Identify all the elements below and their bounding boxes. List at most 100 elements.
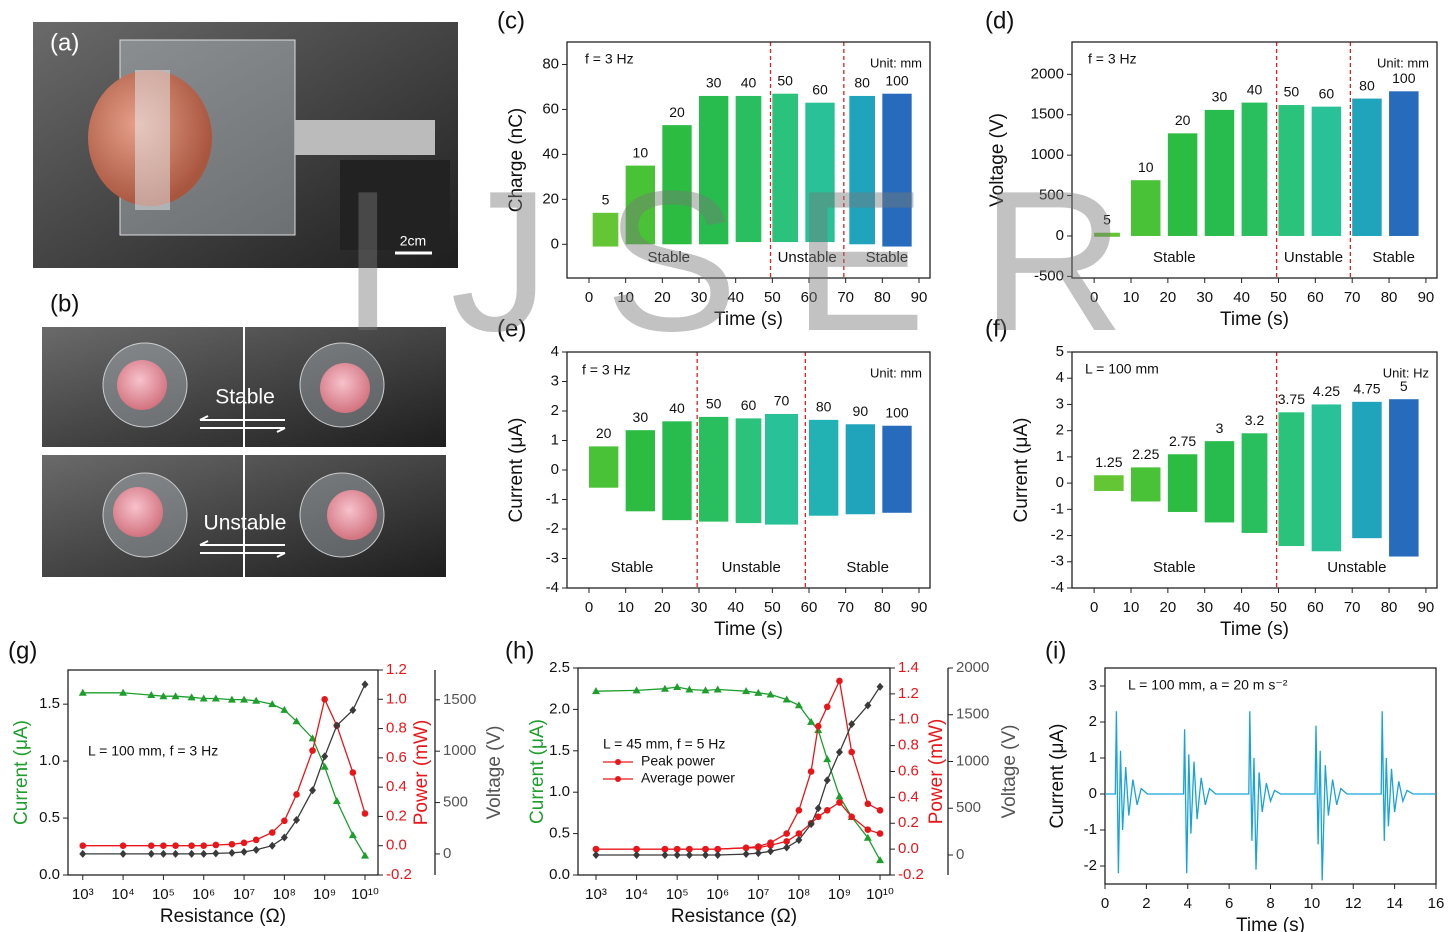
marker <box>633 850 641 859</box>
marker <box>292 717 301 725</box>
region-label: Stable <box>1153 559 1196 576</box>
marker <box>673 845 681 853</box>
segment-label: 20 <box>1175 112 1191 128</box>
y-tick-label: -2 <box>1051 527 1064 544</box>
signal-band <box>1278 105 1305 236</box>
series-line <box>595 686 881 861</box>
signal-band <box>589 446 619 488</box>
marker <box>795 836 803 845</box>
signal-band <box>1094 475 1124 491</box>
y-axis-label: Current (μA) <box>11 720 32 825</box>
marker <box>320 762 329 770</box>
signal-band <box>625 430 655 512</box>
y-tick-label: 4 <box>1056 369 1064 386</box>
marker <box>754 688 763 696</box>
y-tick-label: 3 <box>1056 395 1064 412</box>
marker <box>876 830 884 837</box>
x-tick-label: 70 <box>1344 599 1361 616</box>
plot-frame <box>566 41 931 279</box>
x-tick-label: 10³ <box>585 886 607 903</box>
marker <box>227 695 236 703</box>
y-tick-label: 0.0 <box>898 840 919 857</box>
marker <box>814 813 822 821</box>
y-tick-label: 0 <box>443 845 451 862</box>
marker <box>876 856 885 864</box>
marker <box>119 849 127 858</box>
marker <box>172 842 179 850</box>
series-line <box>596 686 881 856</box>
segment-label: 20 <box>596 425 612 441</box>
y-tick-label: -1 <box>1051 500 1064 517</box>
region-label: Stable <box>647 249 690 266</box>
y-tick-label: -4 <box>546 579 559 596</box>
marker <box>268 829 276 836</box>
marker <box>795 830 803 837</box>
segment-label: 20 <box>669 104 685 120</box>
photo-b: Stable Unstable (b) <box>42 290 446 577</box>
marker <box>835 792 844 800</box>
legend-marker <box>615 776 621 782</box>
y-tick-label: 0 <box>1089 785 1097 802</box>
segment-label: 40 <box>1247 81 1263 97</box>
x-tick-label: 0 <box>585 289 593 306</box>
x-tick-label: 50 <box>764 289 781 306</box>
x-tick-label: 90 <box>911 599 928 616</box>
plot-frame <box>67 669 379 876</box>
signal-band <box>1204 441 1235 523</box>
signal-band <box>1241 102 1268 236</box>
x-tick-label: 80 <box>874 599 891 616</box>
marker <box>661 845 669 853</box>
x-tick-label: 14 <box>1386 895 1403 912</box>
marker <box>766 690 775 698</box>
marker <box>685 850 693 859</box>
annotation: L = 45 mm, f = 5 Hz <box>603 736 725 752</box>
y-tick-label: 2.0 <box>549 700 570 717</box>
segment-label: 3.75 <box>1278 391 1305 407</box>
marker <box>685 685 694 693</box>
signal-band <box>1389 399 1419 557</box>
marker <box>863 833 872 841</box>
segment-label: 100 <box>885 72 909 88</box>
signal-band <box>699 416 729 522</box>
legend-label: Peak power <box>641 753 715 769</box>
y-tick-label: 2 <box>1056 422 1064 439</box>
signal-band <box>809 419 839 516</box>
y-tick-label: 0.5 <box>549 825 570 842</box>
marker <box>228 840 236 848</box>
signal-band <box>735 418 762 524</box>
marker <box>807 717 816 725</box>
y-tick-label: 1500 <box>443 691 476 708</box>
watermark: IJSER <box>340 150 1125 373</box>
marker <box>714 850 722 859</box>
segment-label: 2.25 <box>1132 446 1159 462</box>
signal-band <box>1352 401 1382 539</box>
marker <box>79 842 87 850</box>
panel-label: (g) <box>8 637 37 664</box>
y-tick-label: -1 <box>546 490 559 507</box>
y-tick-label: 1000 <box>1031 146 1064 163</box>
y-axis-label: Voltage (V) <box>999 725 1020 819</box>
region-label: Stable <box>846 559 889 576</box>
series-line <box>82 697 366 847</box>
marker <box>172 849 180 858</box>
marker <box>807 820 815 829</box>
marker <box>742 844 750 852</box>
marker <box>714 845 722 853</box>
panel-label: (c) <box>497 7 525 34</box>
x-tick-label: 50 <box>1270 289 1287 306</box>
x-tick-label: 0 <box>1090 599 1098 616</box>
segment-label: 1.25 <box>1095 454 1122 470</box>
signal-band <box>772 93 798 243</box>
signal-band <box>735 95 762 243</box>
segment-label: 100 <box>885 404 909 420</box>
marker <box>268 841 276 850</box>
y-axis-label: Current (μA) <box>527 719 548 824</box>
marker <box>701 686 710 694</box>
x-tick-label: 40 <box>1233 599 1250 616</box>
y-axis-label: Current (μA) <box>506 418 527 523</box>
y-tick-label: 0 <box>956 846 964 863</box>
unit-label: Unit: Hz <box>1383 365 1429 380</box>
signal-band <box>882 425 912 513</box>
marker <box>783 843 791 852</box>
